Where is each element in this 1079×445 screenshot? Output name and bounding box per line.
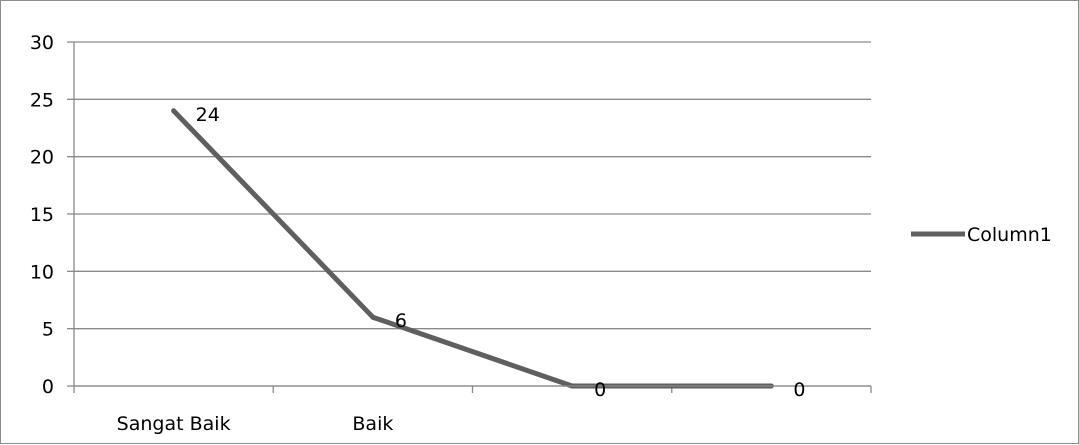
y-tick-label-30: 30 bbox=[30, 32, 54, 54]
data-point-0 bbox=[171, 108, 177, 114]
data-label-1: 6 bbox=[395, 310, 407, 332]
y-tick-label-15: 15 bbox=[30, 204, 54, 226]
data-label-0: 24 bbox=[196, 104, 220, 126]
data-point-1 bbox=[370, 314, 376, 320]
x-category-label-0: Sangat Baik bbox=[117, 413, 231, 435]
series-line-0 bbox=[171, 109, 772, 389]
y-tick-label-10: 10 bbox=[30, 261, 54, 283]
y-tick-label-20: 20 bbox=[30, 147, 54, 169]
y-tick-label-0: 0 bbox=[42, 376, 54, 398]
x-category-label-1: Baik bbox=[352, 413, 393, 435]
y-tick-label-25: 25 bbox=[30, 89, 54, 111]
data-label-2: 0 bbox=[594, 379, 606, 401]
y-tick-label-5: 5 bbox=[42, 319, 54, 341]
legend-label-0: Column1 bbox=[967, 224, 1052, 246]
data-label-3: 0 bbox=[793, 379, 805, 401]
